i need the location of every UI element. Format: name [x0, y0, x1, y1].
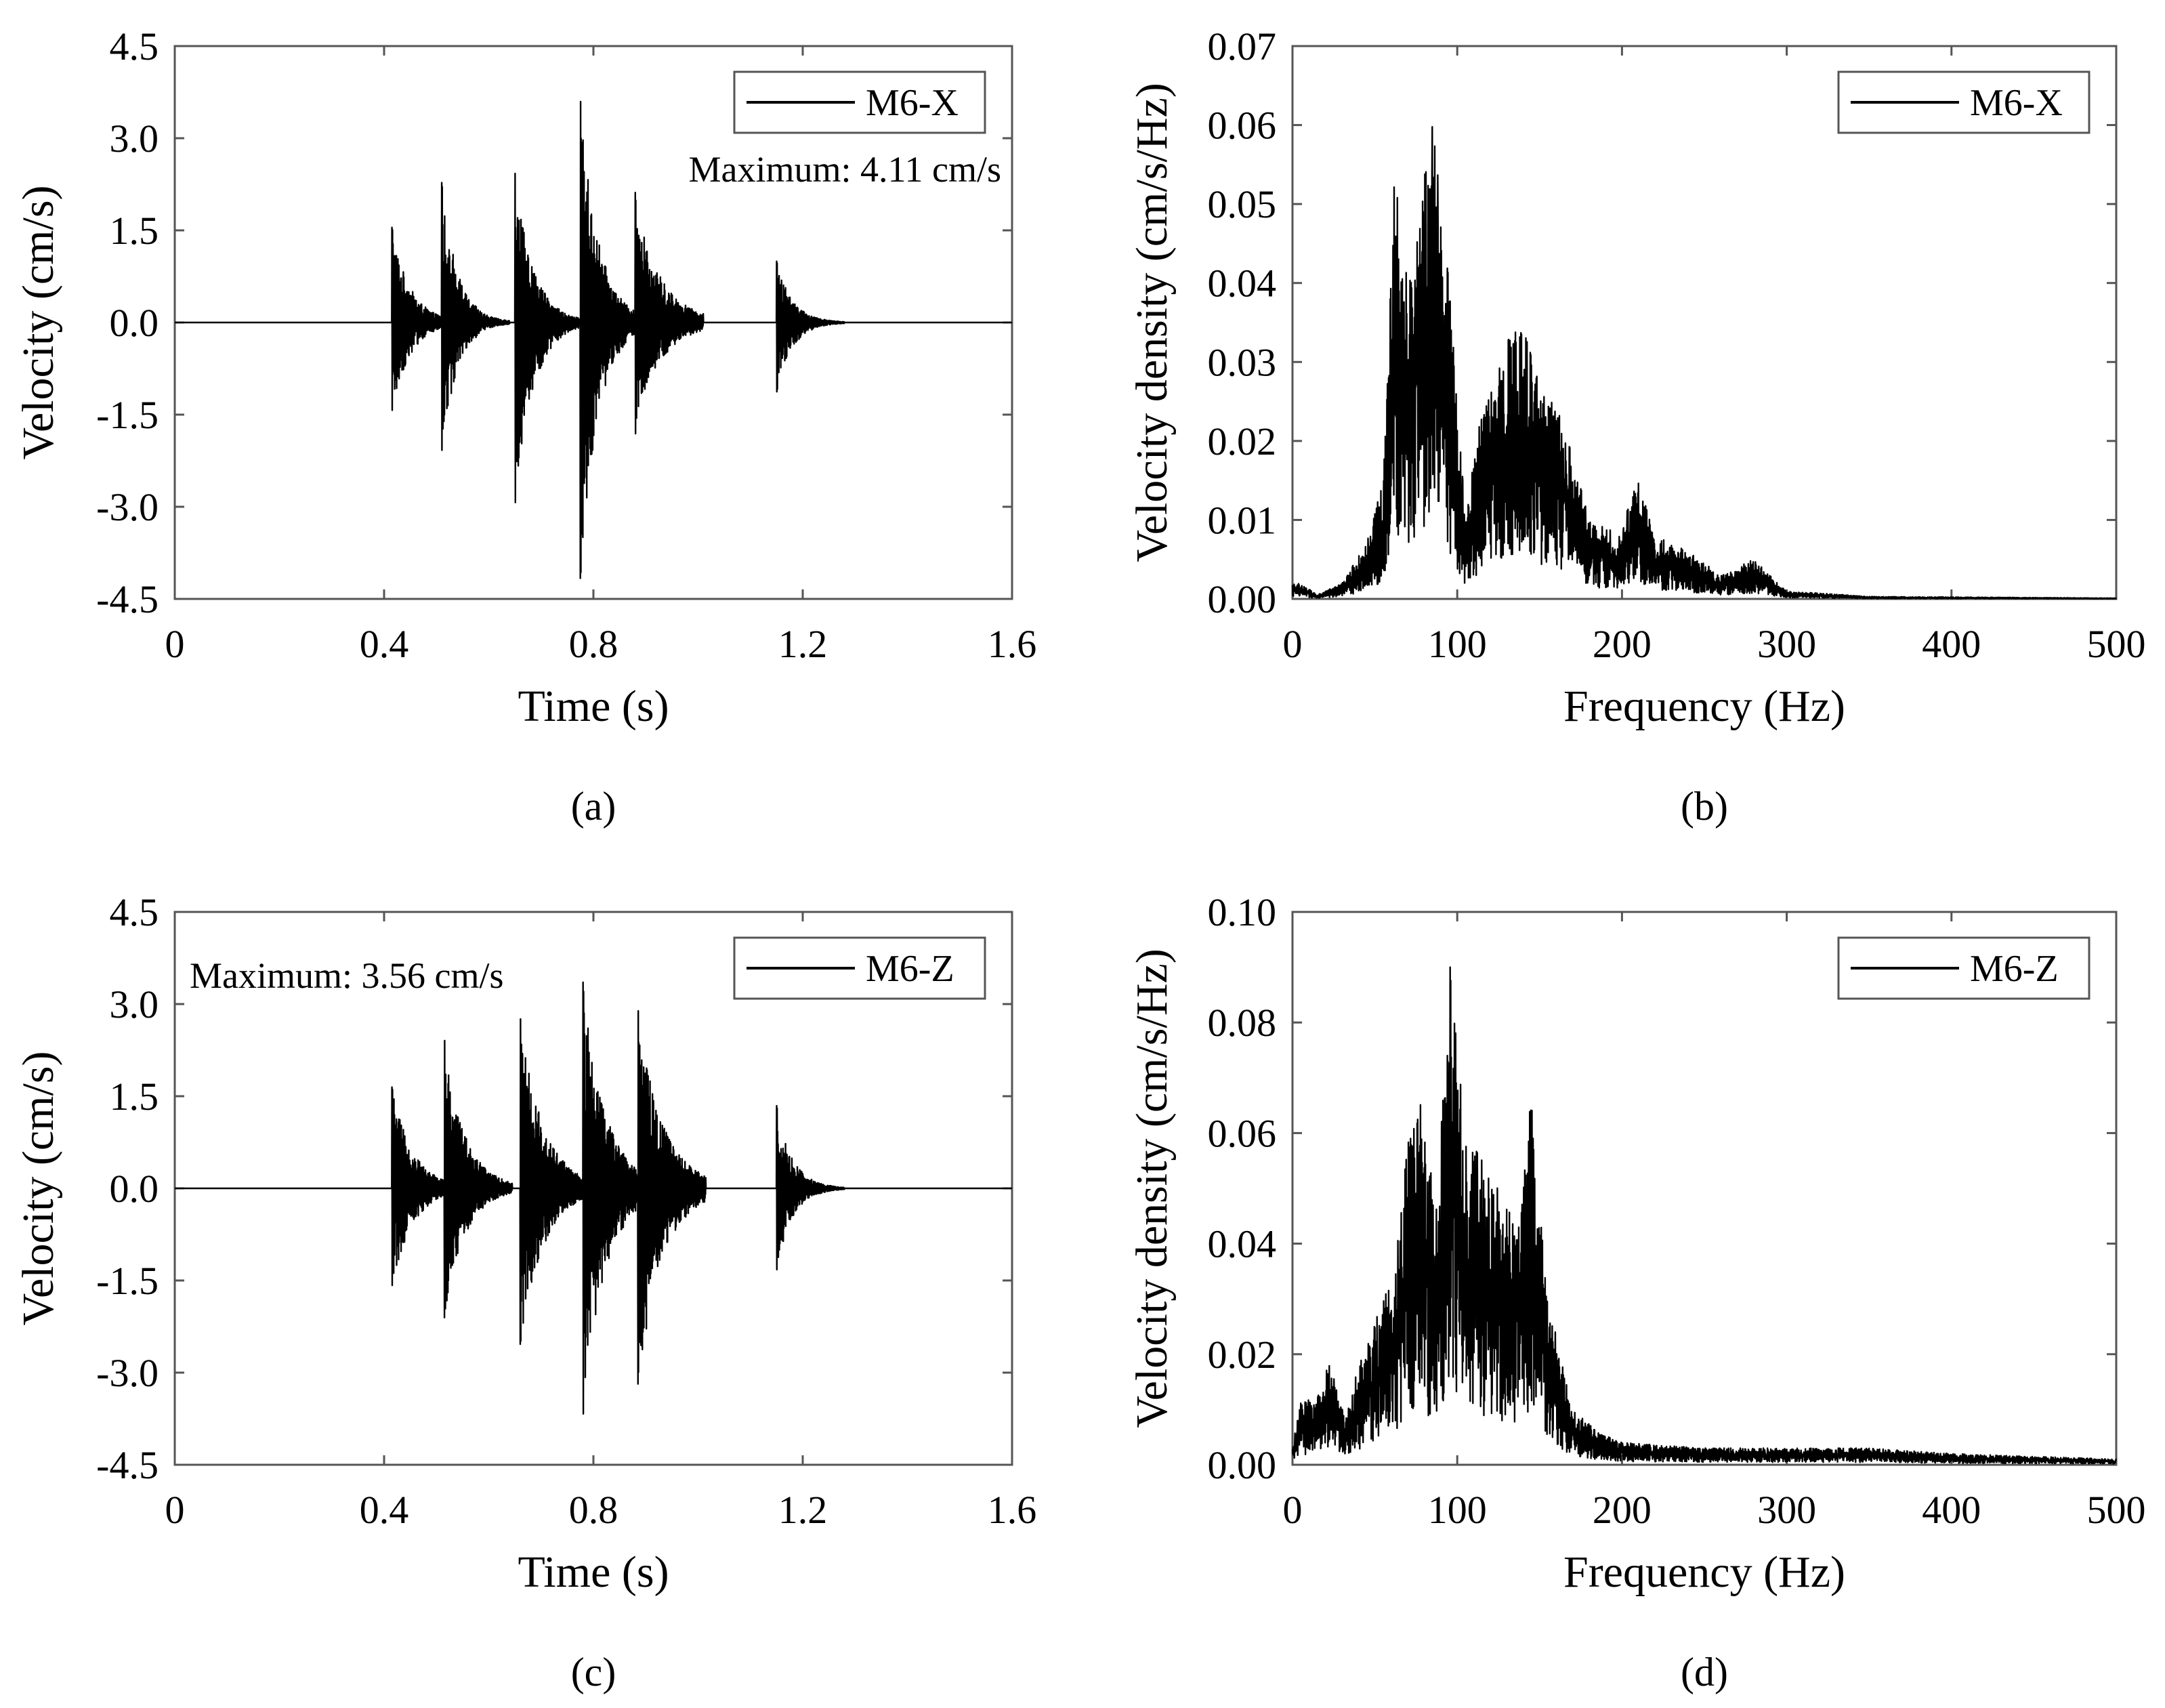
x-tick-label: 300	[1757, 1488, 1816, 1532]
y-tick-label: 0.10	[1208, 890, 1277, 934]
x-axis-title: Frequency (Hz)	[1563, 1547, 1845, 1597]
y-tick-label: 0.06	[1208, 104, 1277, 148]
y-tick-label: 4.5	[110, 890, 159, 934]
series-line-m6-x	[1291, 126, 2118, 600]
y-tick-label: 0.04	[1208, 1222, 1277, 1266]
y-tick-label: 3.0	[110, 117, 159, 161]
series-line-m6-z	[1291, 966, 2117, 1465]
x-tick-label: 400	[1922, 1488, 1981, 1532]
max-annotation: Maximum: 3.56 cm/s	[190, 955, 503, 996]
legend-label: M6-X	[866, 82, 959, 124]
y-tick-label: 3.0	[110, 982, 159, 1026]
chart-a: 0 0.4 0.8 1.2 1.6 -4.5 -3.0 -1.5 0.0 1.5 3.0 4.5 Tim…	[14, 24, 1036, 829]
max-annotation: Maximum: 4.11 cm/s	[689, 149, 1001, 190]
panel-caption: (a)	[571, 784, 616, 829]
legend-label: M6-X	[1970, 82, 2063, 124]
x-tick-label: 1.2	[778, 622, 828, 666]
x-tick-label: 400	[1922, 622, 1981, 666]
y-tick-label: 1.5	[110, 209, 159, 253]
y-tick-label: 0.00	[1208, 577, 1277, 621]
plot-frame	[1291, 911, 2118, 1466]
x-tick-label: 0.4	[360, 1488, 409, 1532]
y-tick-label: -3.0	[96, 1351, 159, 1395]
x-axis-title: Time (s)	[518, 1547, 669, 1597]
y-tick-label: -4.5	[96, 577, 159, 621]
y-tick-label: 0.00	[1208, 1443, 1277, 1487]
y-tick-label: 0.02	[1208, 1333, 1277, 1377]
y-tick-label: 1.5	[110, 1075, 159, 1119]
chart-c: 0 0.4 0.8 1.2 1.6 -4.5 -3.0 -1.5 0.0 1.5 3.0 4.5 Tim…	[14, 890, 1036, 1694]
y-tick-label: 0.05	[1208, 182, 1277, 226]
panel-caption: (d)	[1681, 1650, 1728, 1694]
x-tick-label: 0.8	[569, 1488, 618, 1532]
y-tick-label: -4.5	[96, 1443, 159, 1487]
plot-frame	[1291, 45, 2118, 600]
x-tick-label: 0	[165, 622, 185, 666]
y-tick-label: 0.0	[110, 1167, 159, 1211]
y-tick-label: 0.0	[110, 301, 159, 345]
y-axis-title: Velocity (cm/s)	[14, 185, 63, 459]
y-tick-label: 0.06	[1208, 1111, 1277, 1155]
series-line-m6-x	[174, 100, 1013, 579]
y-tick-label: 0.04	[1208, 262, 1277, 306]
y-tick-label: 0.02	[1208, 419, 1277, 463]
chart-b: 0 100 200 300 400 500 0.00 0.01 0.02 0.03 0.04 0.05…	[1127, 24, 2146, 829]
x-tick-label: 500	[2087, 1488, 2146, 1532]
x-tick-label: 0.8	[569, 622, 618, 666]
x-tick-label: 0	[1283, 1488, 1303, 1532]
x-axis-title: Time (s)	[518, 682, 669, 731]
y-tick-label: 4.5	[110, 24, 159, 68]
y-axis-title: Velocity density (cm/s/Hz)	[1127, 83, 1177, 562]
x-tick-label: 500	[2087, 622, 2146, 666]
x-tick-label: 100	[1428, 1488, 1487, 1532]
y-tick-label: -3.0	[96, 485, 159, 529]
x-tick-label: 0.4	[360, 622, 409, 666]
panel-caption: (c)	[571, 1650, 616, 1694]
legend-label: M6-Z	[866, 948, 954, 990]
y-tick-label: 0.01	[1208, 498, 1277, 542]
x-tick-label: 0	[1283, 622, 1303, 666]
y-tick-label: 0.07	[1208, 24, 1277, 68]
y-tick-label: -1.5	[96, 1259, 159, 1303]
y-tick-label: -1.5	[96, 393, 159, 437]
x-tick-label: 200	[1593, 1488, 1652, 1532]
y-axis-title: Velocity density (cm/s/Hz)	[1127, 949, 1177, 1428]
x-tick-label: 1.6	[988, 1488, 1037, 1532]
x-tick-label: 1.2	[778, 1488, 828, 1532]
x-tick-label: 200	[1593, 622, 1652, 666]
y-tick-label: 0.03	[1208, 340, 1277, 384]
x-tick-label: 0	[165, 1488, 185, 1532]
series-line-m6-z	[174, 981, 1013, 1415]
x-tick-label: 100	[1428, 622, 1487, 666]
x-axis-title: Frequency (Hz)	[1563, 682, 1845, 731]
y-axis-title: Velocity (cm/s)	[14, 1051, 63, 1325]
legend-label: M6-Z	[1970, 948, 2059, 990]
chart-d: 0 100 200 300 400 500 0.00 0.02 0.04 0.06 0.08 0.10…	[1127, 890, 2146, 1694]
x-tick-label: 1.6	[988, 622, 1037, 666]
x-tick-label: 300	[1757, 622, 1816, 666]
y-tick-label: 0.08	[1208, 1001, 1277, 1045]
panel-caption: (b)	[1681, 784, 1728, 829]
